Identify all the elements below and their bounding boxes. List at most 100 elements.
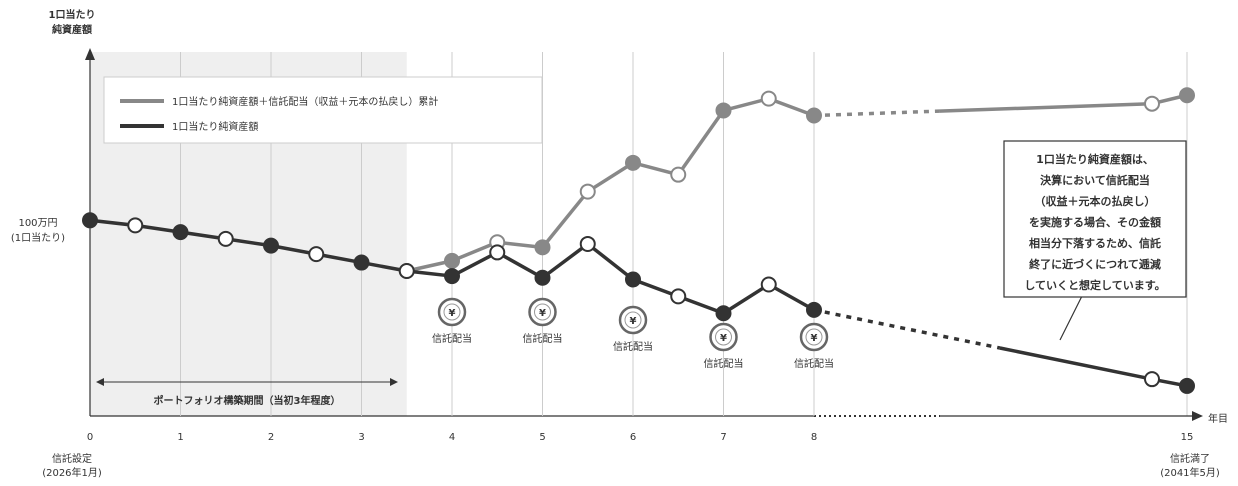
dividend-3: ¥ 信託配当 [704,322,744,370]
series-0-segment-6 [676,109,725,176]
x-axis-label: 年目 [1208,412,1228,425]
x-tick-labels: 0 1 2 3 4 5 6 7 8 15 [87,432,1194,443]
series-0-point-10 [1144,95,1160,112]
dividend-label-3: 信託配当 [704,357,744,370]
callout: 1口当たり純資産額は、 決算において信託配当 （収益＋元本の払戻し） を実施する… [1003,140,1187,341]
series-1-segment-13 [677,294,725,315]
series-1-point-3 [217,230,234,247]
series-1-segment-11 [586,242,635,281]
x-axis-arrow-icon [1192,411,1203,421]
dividend-4: ¥ 信託配当 [794,322,834,370]
series-1-segment-8 [451,250,499,278]
x-tick-label-7: 7 [720,432,726,443]
series-1-point-0 [82,212,98,229]
series-0-point-4 [579,183,596,200]
yen-coin-inner-ring [715,328,732,346]
yen-symbol: ¥ [630,316,637,327]
series-0-point-8 [760,90,777,107]
callout-line-1: 1口当たり純資産額は、 [1036,152,1154,166]
callout-line-4: を実施する場合、その金額 [1029,215,1161,229]
x-tick-label-2: 2 [268,432,274,443]
series-1-point-17 [1144,371,1160,388]
legend-label-cumulative: 1口当たり純資産額＋信託配当（収益＋元本の払戻し）累計 [172,95,438,108]
series-1-segment-15 [767,282,815,312]
series-1-segment-14 [722,283,770,315]
series-1-segment-16 [999,346,1153,381]
series-1-point-6 [353,254,370,271]
dividend-label-1: 信託配当 [523,332,563,345]
series-0-point-9 [806,107,822,124]
dividend-label-0: 信託配当 [432,332,472,345]
x-end-label-line-1: 信託満了 [1170,452,1210,465]
yen-coin-inner-ring [443,303,461,321]
series-1-dashed-segment [813,308,1001,350]
dividend-label-2: 信託配当 [613,340,653,353]
ylabel-line-2: 純資産額 [52,23,92,36]
series-1-segment-9 [496,250,544,280]
callout-line-3: （収益＋元本の払戻し） [1035,194,1156,208]
x-tick-label-3: 3 [358,432,364,443]
x-start-label-line-1: 信託設定 [52,452,92,465]
dividend-0: ¥ 信託配当 [432,297,472,345]
build-period-label: ポートフォリオ構築期間（当初3年程度） [154,394,341,407]
series-0-point-11 [1179,87,1195,104]
legend-label-nav: 1口当たり純資産額 [172,120,258,133]
x-tick-label-15: 15 [1181,432,1194,443]
series-1-point-2 [172,224,189,241]
y-axis-arrow-icon [85,48,95,60]
yen-symbol: ¥ [449,308,456,319]
callout-box [1003,140,1187,298]
yen-symbol: ¥ [539,308,546,319]
series-layer [82,87,1195,394]
x-tick-label-6: 6 [630,432,636,443]
series-1-point-18 [1179,377,1195,394]
x-tick-label-5: 5 [539,432,545,443]
callout-line-7: していくと想定しています。 [1024,278,1165,292]
yen-coin-inner-ring [805,328,823,346]
y-100-label-line-2: (1口当たり) [11,231,65,244]
series-1-segment-10 [541,242,589,280]
legend: 1口当たり純資産額＋信託配当（収益＋元本の払戻し）累計 1口当たり純資産額 [103,76,543,144]
build-period-arrow-right-icon [390,378,398,386]
x-start-label-line-2: (2026年1月) [42,466,102,479]
callout-line-5: 相当分下落するため、信託 [1029,236,1161,250]
dividends-layer: ¥ 信託配当 ¥ 信託配当 ¥ 信託配当 ¥ 信託配当 ¥ 信託配当 [432,297,834,370]
yen-coin-inner-ring [624,311,642,329]
x-tick-label-0: 0 [87,432,93,443]
series-1-point-5 [308,246,325,263]
callout-line-2: 決算において信託配当 [1040,173,1150,187]
series-1-point-8 [444,268,460,285]
series-0-point-3 [534,239,551,256]
series-0-point-7 [715,102,732,119]
yen-symbol: ¥ [720,333,727,344]
series-1-point-15 [760,276,777,293]
callout-line-6: 終了に近づくにつれて逓減 [1029,257,1161,271]
callout-pointer [1059,295,1083,341]
yen-coin-inner-ring [534,303,551,321]
series-0-point-1 [444,252,460,269]
ylabel-line-1: 1口当たり [49,8,96,21]
series-1-point-1 [127,217,144,234]
series-1-point-9 [489,244,506,261]
series-1-point-13 [670,288,687,305]
x-tick-label-1: 1 [177,432,183,443]
build-period-arrow-left-icon [96,378,104,386]
x-tick-label-4: 4 [449,432,455,443]
series-1-point-12 [625,271,641,288]
series-0-point-6 [670,166,687,183]
series-0-segment-9 [938,101,1153,113]
series-1-point-16 [806,301,822,318]
x-tick-label-8: 8 [811,432,817,443]
dividend-2: ¥ 信託配当 [613,305,653,353]
series-0-segment-1 [451,240,498,263]
series-0-segment-4 [586,161,634,194]
series-1-segment-12 [632,277,679,298]
series-0-dashed-segment [813,109,940,118]
x-end-label-line-2: (2041年5月) [1160,466,1220,479]
series-1-point-14 [715,305,732,322]
series-1-point-11 [579,235,596,252]
series-1-point-4 [263,237,279,254]
series-0-point-5 [625,154,641,171]
series-0-segment-8 [768,96,815,118]
dividend-1: ¥ 信託配当 [523,297,563,345]
